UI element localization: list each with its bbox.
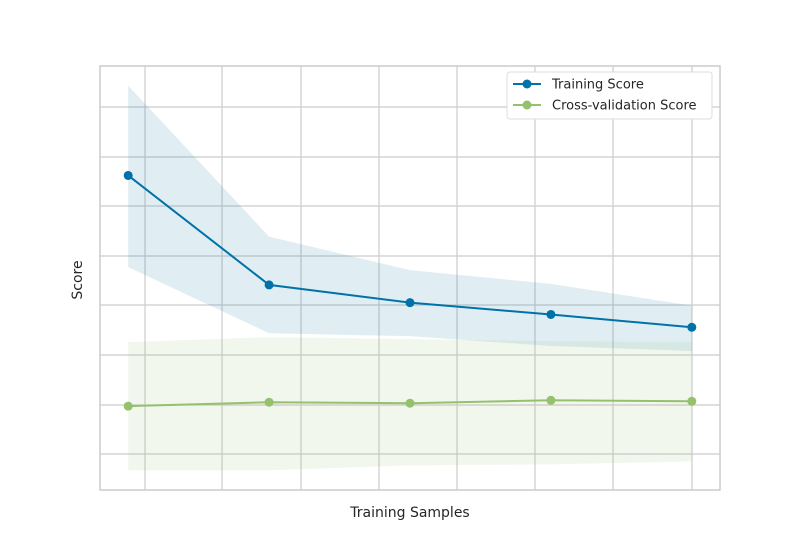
legend-training-score-marker xyxy=(522,79,532,89)
cross-validation-score-point xyxy=(687,396,697,406)
legend: Training Score Cross-validation Score xyxy=(506,71,713,120)
legend-cross-validation-score-label: Cross-validation Score xyxy=(552,99,697,114)
plot-background xyxy=(100,66,720,490)
legend-box xyxy=(506,71,713,120)
training-score-point xyxy=(264,280,274,290)
plot-frame xyxy=(99,65,721,491)
cross-validation-score-point xyxy=(264,397,274,407)
training-score-point xyxy=(687,322,697,332)
x-axis-label: Training Samples xyxy=(349,505,469,521)
legend-cross-validation-score-marker xyxy=(522,100,532,110)
training-score-point xyxy=(405,298,415,308)
cross-validation-score-point xyxy=(546,395,556,405)
cross-validation-score-point xyxy=(123,401,133,411)
training-score-point xyxy=(546,309,556,319)
cross-validation-score-point xyxy=(405,398,415,408)
training-score-point xyxy=(123,170,133,180)
legend-training-score-label: Training Score xyxy=(551,78,644,93)
series-points xyxy=(123,170,697,411)
y-axis-label: Score xyxy=(70,260,86,299)
